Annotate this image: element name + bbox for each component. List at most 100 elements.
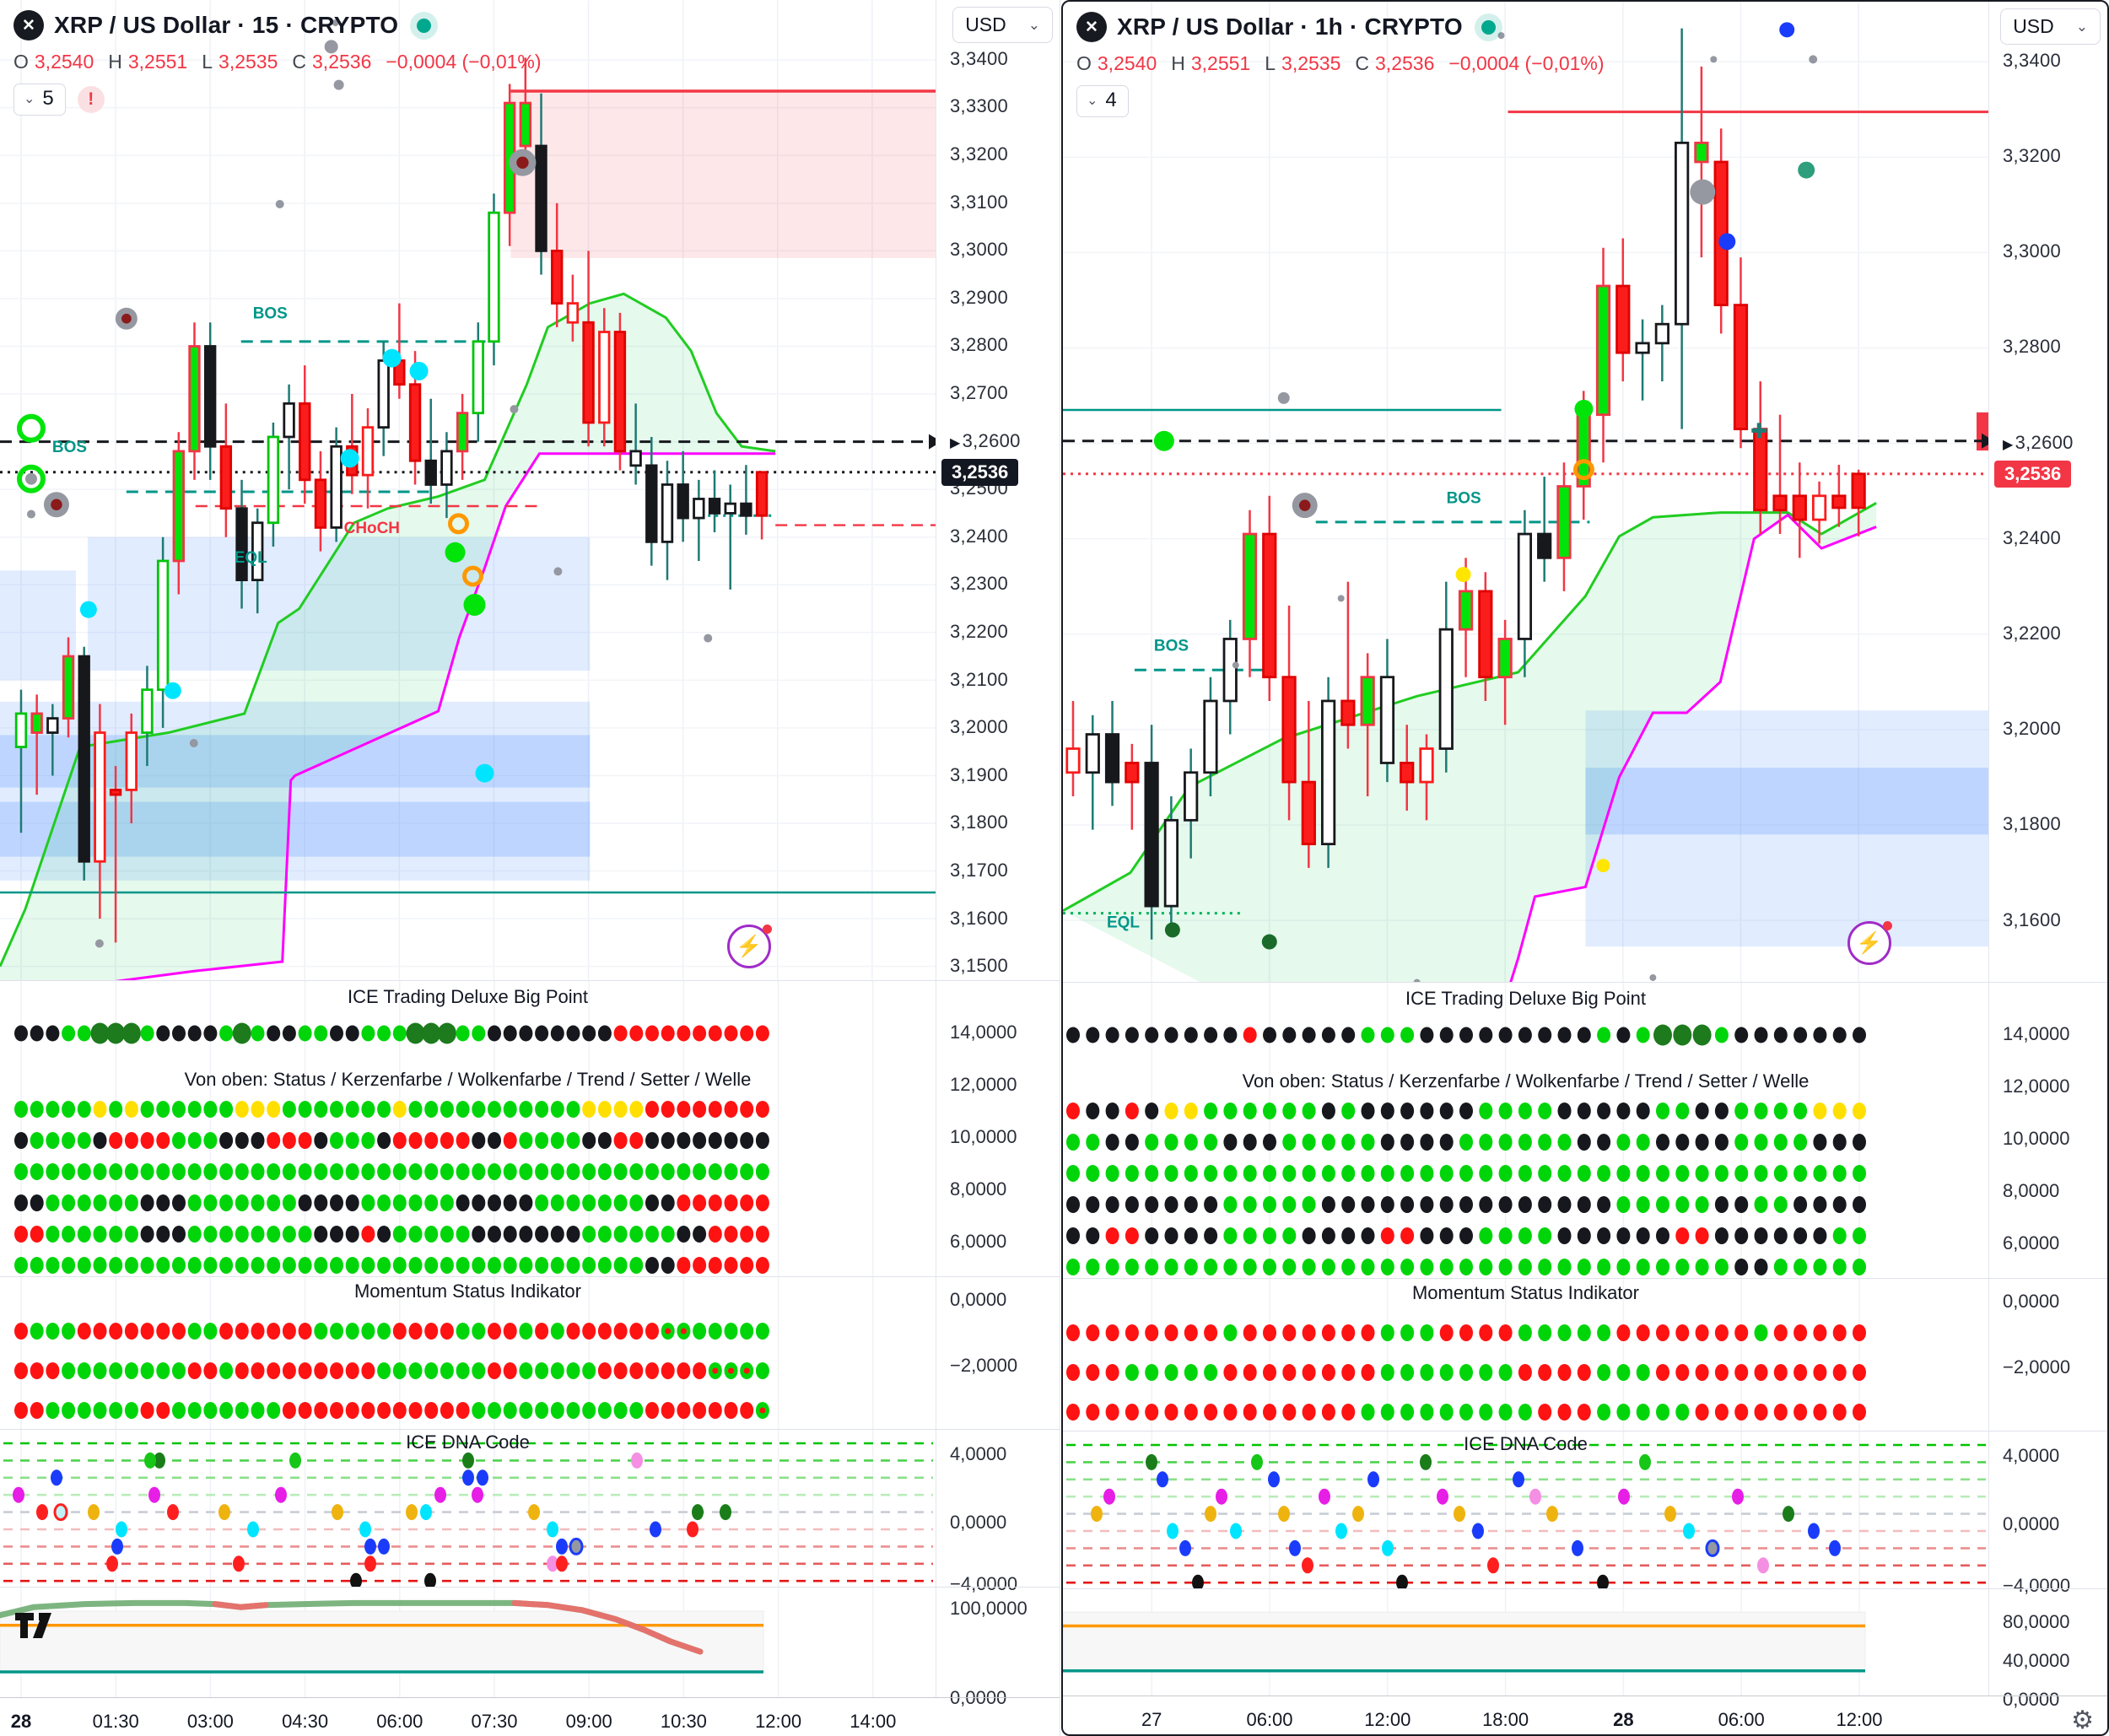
dot-row xyxy=(14,1362,769,1379)
price-axis-label: 3,2700 xyxy=(950,381,1009,403)
price-axis-label: 3,2800 xyxy=(950,334,1009,356)
indicator-axis-label: 6,0000 xyxy=(950,1231,1007,1252)
price-axis-label: 3,3400 xyxy=(2003,49,2062,71)
indicator-panel-oscillator: 100,0000 0,0000 xyxy=(0,1587,1060,1708)
price-axis-label: 3,1800 xyxy=(2003,813,2062,835)
indicator-title[interactable]: ICE Trading Deluxe Big Point xyxy=(348,986,588,1007)
dot-row xyxy=(1066,1404,1866,1421)
chart-pane-1h[interactable]: BOS BOS EQL 3,3400 3,3200 3,3000 3,2800 ▶3,260… xyxy=(1061,0,2109,1736)
price-axis-label: 3,2900 xyxy=(950,286,1009,308)
svg-text:BOS: BOS xyxy=(1447,489,1481,507)
dot-row xyxy=(14,1132,769,1149)
lightning-badge-icon[interactable]: ⚡ xyxy=(1847,921,1892,965)
ohlc-row: O 3,2540 H 3,2551 L 3,2535 C 3,2536 −0,0004 … xyxy=(1076,52,1605,74)
xrp-logo-icon: ✕ xyxy=(1076,12,1107,42)
symbol-title[interactable]: XRP / US Dollar · 15 · CRYPTO xyxy=(54,12,399,38)
indicator-axis[interactable]: 4,0000 0,0000 −4,0000 xyxy=(1988,1431,2107,1596)
indicator-axis-label: 0,0000 xyxy=(950,1512,1007,1533)
chevron-down-icon: ⌄ xyxy=(2075,18,2088,35)
time-axis-label: 06:00 xyxy=(1718,1709,1765,1730)
price-axis-label: 3,2000 xyxy=(2003,718,2062,740)
indicator-panel-momentum: Momentum Status Indikator 0,0000 −2,0000 xyxy=(1063,1278,2107,1431)
indicator-axis[interactable]: 100,0000 0,0000 xyxy=(936,1588,1060,1708)
big-point-dot-rows xyxy=(1066,983,1866,1278)
xrp-logo-icon: ✕ xyxy=(13,10,44,40)
time-axis-label: 06:00 xyxy=(1246,1709,1293,1730)
price-axis[interactable]: 3,3400 3,3200 3,3000 3,2800 ▶3,2600 3,2400 3,2… xyxy=(1988,2,2107,982)
ohlc-row: O 3,2540 H 3,2551 L 3,2535 C 3,2536 −0,0004 … xyxy=(13,51,542,73)
current-price-tag: 3,2536 xyxy=(941,458,1019,486)
oscillator-plot xyxy=(1063,1589,1866,1696)
time-axis-label: 03:00 xyxy=(186,1711,234,1732)
time-axis[interactable]: 28 01:30 03:00 04:30 06:00 07:30 09:00 10:30 12:… xyxy=(0,1697,1060,1736)
price-axis-label: ▶3,2600 xyxy=(950,429,1021,451)
price-axis-label: 3,3000 xyxy=(2003,240,2062,262)
indicator-subtitle: Von oben: Status / Kerzenfarbe / Wolkenf… xyxy=(1242,1070,1810,1092)
indicator-axis-label: −2,0000 xyxy=(2003,1356,2071,1377)
indicator-axis-label: 0,0000 xyxy=(2003,1689,2060,1710)
time-axis[interactable]: ⚙ 27 06:00 12:00 18:00 28 06:00 12:00 xyxy=(1063,1696,2107,1734)
dot-row xyxy=(1066,1227,1866,1244)
indicator-axis-label: 12,0000 xyxy=(950,1074,1017,1095)
indicator-title[interactable]: ICE Trading Deluxe Big Point xyxy=(1405,988,1646,1009)
indicator-axis-label: 8,0000 xyxy=(2003,1180,2060,1201)
indicator-title[interactable]: ICE DNA Code xyxy=(406,1431,530,1453)
price-axis-label: 3,3200 xyxy=(2003,144,2062,166)
price-axis-label: 3,2400 xyxy=(2003,526,2062,548)
alert-badge[interactable]: ! xyxy=(77,86,105,113)
indicator-title[interactable]: ICE DNA Code xyxy=(1464,1433,1588,1454)
current-price-tag: 3,2536 xyxy=(1994,460,2072,488)
price-axis-label: 3,1900 xyxy=(950,763,1009,785)
price-change: −0,0004 (−0,01%) xyxy=(386,51,542,73)
symbol-title[interactable]: XRP / US Dollar · 1h · CRYPTO xyxy=(1117,13,1463,40)
lightning-badge-icon[interactable]: ⚡ xyxy=(727,925,772,968)
indicator-title[interactable]: Momentum Status Indikator xyxy=(1411,1282,1639,1303)
indicator-axis[interactable]: 14,0000 12,0000 10,0000 8,0000 6,0000 xyxy=(936,981,1060,1276)
indicator-axis-label: −4,0000 xyxy=(2003,1575,2071,1596)
dot-row xyxy=(1066,1364,1866,1381)
time-axis-label: 10:30 xyxy=(660,1711,707,1732)
indicators-collapse-button[interactable]: ⌄ 4 xyxy=(1076,85,1129,117)
currency-selector[interactable]: USD ⌄ xyxy=(952,7,1053,43)
indicator-axis[interactable]: 0,0000 −2,0000 xyxy=(936,1277,1060,1429)
price-axis-label: 3,2200 xyxy=(2003,622,2062,644)
indicator-axis[interactable]: 14,0000 12,0000 10,0000 8,0000 6,0000 xyxy=(1988,983,2107,1278)
time-axis-label: 28 xyxy=(1613,1709,1634,1730)
indicator-axis[interactable]: 4,0000 0,0000 −4,0000 xyxy=(936,1430,1060,1594)
dot-row xyxy=(1066,1259,1866,1275)
time-axis-label: 06:00 xyxy=(376,1711,423,1732)
price-axis-label: 3,1700 xyxy=(950,859,1009,881)
dot-row xyxy=(14,1257,769,1274)
indicator-axis-label: 10,0000 xyxy=(950,1126,1017,1147)
price-axis[interactable]: 3,3400 3,3300 3,3200 3,3100 3,3000 3,2900 3,28… xyxy=(936,0,1060,980)
candlestick-chart[interactable]: BOS BOS EQL xyxy=(1063,2,1988,982)
indicator-axis-label: 4,0000 xyxy=(950,1443,1007,1464)
dot-row xyxy=(14,1101,769,1118)
market-status-icon[interactable] xyxy=(417,18,432,33)
indicator-axis-label: 12,0000 xyxy=(2003,1076,2070,1097)
currency-selector[interactable]: USD ⌄ xyxy=(2000,8,2101,45)
price-axis-label: 3,2300 xyxy=(950,573,1009,595)
time-axis-label: 14:00 xyxy=(850,1711,897,1732)
indicator-axis[interactable]: 80,0000 40,0000 0,0000 xyxy=(1988,1589,2107,1710)
market-status-icon[interactable] xyxy=(1481,19,1496,35)
indicator-axis-label: 14,0000 xyxy=(2003,1023,2070,1044)
indicators-collapse-button[interactable]: ⌄ 5 xyxy=(13,84,66,116)
indicator-title[interactable]: Momentum Status Indikator xyxy=(353,1280,581,1302)
time-axis-label: 01:30 xyxy=(92,1711,139,1732)
tradingview-logo[interactable] xyxy=(13,1608,69,1646)
indicator-axis-label: 8,0000 xyxy=(950,1178,1007,1200)
svg-text:EQL: EQL xyxy=(1107,914,1140,932)
indicator-panel-big-point: ICE Trading Deluxe Big Point Von oben: S… xyxy=(1063,982,2107,1278)
time-axis-label: 12:00 xyxy=(1836,1709,1883,1730)
price-axis-label: 3,2200 xyxy=(950,620,1009,642)
candlestick-chart[interactable]: BOS BOS EQL CHoCH xyxy=(0,0,936,980)
indicator-axis[interactable]: 0,0000 −2,0000 xyxy=(1988,1279,2107,1431)
price-axis-label: 3,3200 xyxy=(950,143,1009,164)
gear-icon[interactable]: ⚙ xyxy=(2071,1706,2094,1734)
indicator-axis-label: 10,0000 xyxy=(2003,1128,2070,1149)
time-axis-label: 04:30 xyxy=(282,1711,329,1732)
price-axis-label: 3,1600 xyxy=(2003,908,2062,930)
price-change: −0,0004 (−0,01%) xyxy=(1448,52,1605,74)
